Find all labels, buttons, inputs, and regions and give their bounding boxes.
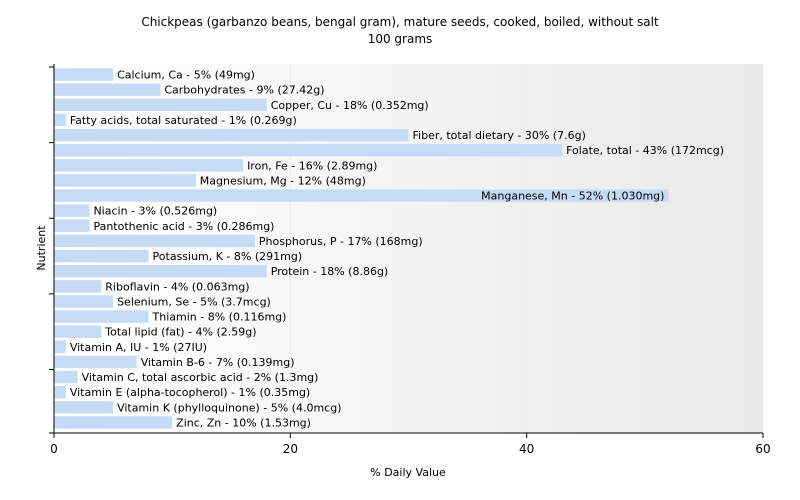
bar-label: Thiamin - 8% (0.116mg) bbox=[152, 311, 287, 324]
bar bbox=[54, 310, 149, 323]
bar-label: Vitamin E (alpha-tocopherol) - 1% (0.35m… bbox=[70, 386, 310, 399]
bar bbox=[54, 219, 90, 233]
bar bbox=[54, 83, 161, 96]
bar-label: Pantothenic acid - 3% (0.286mg) bbox=[93, 220, 274, 233]
bar-label: Zinc, Zn - 10% (1.53mg) bbox=[176, 416, 311, 429]
bar-label: Vitamin A, IU - 1% (27IU) bbox=[70, 341, 207, 354]
y-axis-title: Nutrient bbox=[35, 225, 48, 271]
bar bbox=[54, 204, 90, 217]
bar-label: Carbohydrates - 9% (27.42g) bbox=[164, 84, 324, 97]
bar bbox=[54, 143, 563, 157]
x-axis-title: % Daily Value bbox=[370, 466, 446, 479]
bar-label: Selenium, Se - 5% (3.7mcg) bbox=[117, 295, 271, 308]
bar-label: Riboflavin - 4% (0.063mg) bbox=[105, 280, 249, 293]
bar-label: Potassium, K - 8% (291mg) bbox=[153, 250, 303, 263]
bar bbox=[54, 385, 66, 399]
bar bbox=[54, 68, 114, 81]
bar bbox=[54, 189, 669, 202]
chart-subtitle: 100 grams bbox=[367, 32, 433, 46]
plot-background bbox=[54, 64, 763, 433]
bar bbox=[54, 401, 114, 414]
bar bbox=[54, 264, 267, 278]
bar bbox=[54, 340, 66, 354]
chart-title: Chickpeas (garbanzo beans, bengal gram),… bbox=[141, 15, 659, 29]
bar bbox=[54, 370, 78, 384]
bar bbox=[54, 159, 244, 172]
bar bbox=[54, 128, 409, 142]
bar-label: Phosphorus, P - 17% (168mg) bbox=[259, 235, 423, 248]
bar bbox=[54, 355, 137, 369]
bar-label: Copper, Cu - 18% (0.352mg) bbox=[271, 99, 429, 112]
bar-label: Fatty acids, total saturated - 1% (0.269… bbox=[70, 114, 297, 127]
bar bbox=[54, 113, 66, 127]
bar-label: Magnesium, Mg - 12% (48mg) bbox=[200, 174, 366, 187]
bar-label: Vitamin K (phylloquinone) - 5% (4.0mcg) bbox=[117, 401, 341, 414]
bar bbox=[54, 98, 267, 112]
bar bbox=[54, 280, 102, 293]
bar bbox=[54, 174, 196, 187]
x-tick-label: 40 bbox=[519, 442, 534, 456]
bar-label: Folate, total - 43% (172mcg) bbox=[566, 144, 724, 157]
bar-label: Niacin - 3% (0.526mg) bbox=[93, 205, 217, 218]
bar-label: Fiber, total dietary - 30% (7.6g) bbox=[413, 129, 586, 142]
x-tick-label: 20 bbox=[283, 442, 298, 456]
bar bbox=[54, 325, 102, 338]
x-tick-label: 60 bbox=[755, 442, 770, 456]
x-tick-label: 0 bbox=[50, 442, 58, 456]
bar bbox=[54, 234, 255, 248]
bar-label: Vitamin B-6 - 7% (0.139mg) bbox=[141, 356, 295, 369]
bar bbox=[54, 249, 149, 263]
bar-label: Calcium, Ca - 5% (49mg) bbox=[117, 69, 255, 82]
bar bbox=[54, 295, 114, 308]
bar-label: Iron, Fe - 16% (2.89mg) bbox=[247, 159, 377, 172]
bar-label: Protein - 18% (8.86g) bbox=[271, 265, 389, 278]
bar bbox=[54, 416, 173, 429]
bar-label: Total lipid (fat) - 4% (2.59g) bbox=[104, 326, 256, 339]
bar-label: Vitamin C, total ascorbic acid - 2% (1.3… bbox=[82, 371, 319, 384]
bar-label: Manganese, Mn - 52% (1.030mg) bbox=[481, 190, 664, 203]
